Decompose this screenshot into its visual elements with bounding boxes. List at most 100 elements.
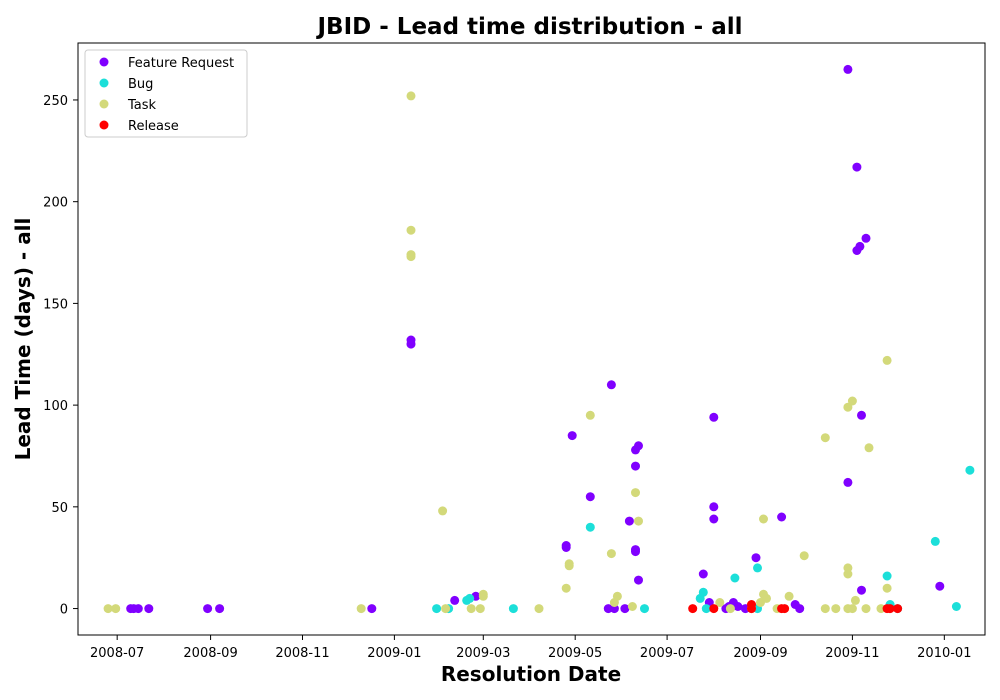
point-release-7 xyxy=(885,604,895,614)
point-bug-16 xyxy=(930,536,940,546)
x-tick-label: 2009-11 xyxy=(825,646,879,661)
point-task-23 xyxy=(634,516,643,526)
point-task-30 xyxy=(762,593,771,603)
point-task-33 xyxy=(799,551,809,561)
point-feature-request-3 xyxy=(144,604,154,614)
y-axis-title: Lead Time (days) - all xyxy=(11,218,35,461)
point-bug-18 xyxy=(965,465,975,475)
point-task-17 xyxy=(585,410,595,420)
point-task-3 xyxy=(406,91,416,101)
point-task-44 xyxy=(861,604,871,614)
legend-marker-bug xyxy=(99,78,109,88)
point-task-45 xyxy=(864,443,874,453)
x-tick-label: 2009-03 xyxy=(456,646,510,661)
legend-label-task: Task xyxy=(127,98,157,113)
x-tick-label: 2008-11 xyxy=(275,646,329,661)
legend-marker-task xyxy=(99,99,109,109)
point-release-0 xyxy=(688,604,698,614)
y-tick-label: 200 xyxy=(43,196,68,211)
point-feature-request-2 xyxy=(133,604,143,614)
point-task-41 xyxy=(847,396,857,406)
chart-title: JBID - Lead time distribution - all xyxy=(316,14,743,40)
point-task-12 xyxy=(478,591,488,601)
y-tick-label: 0 xyxy=(60,603,68,618)
point-bug-9 xyxy=(701,604,711,614)
point-feature-request-21 xyxy=(631,461,640,471)
point-release-5 xyxy=(780,604,790,614)
point-task-13 xyxy=(534,604,544,614)
legend-label-release: Release xyxy=(128,119,179,134)
point-feature-request-26 xyxy=(698,569,708,579)
point-task-8 xyxy=(441,604,451,614)
x-tick-label: 2009-01 xyxy=(367,646,421,661)
y-axis: 0 50 100 150 200 250 xyxy=(43,94,78,618)
x-axis-title: Resolution Date xyxy=(441,662,621,686)
legend-box xyxy=(84,49,248,138)
point-task-2 xyxy=(356,604,366,614)
point-feature-request-30 xyxy=(709,514,719,524)
legend: Feature Request Bug Task Release xyxy=(84,49,248,138)
point-task-39 xyxy=(843,569,853,579)
point-feature-request-24 xyxy=(634,441,643,451)
point-task-20 xyxy=(612,591,622,601)
point-task-10 xyxy=(475,604,485,614)
point-task-34 xyxy=(820,433,830,443)
point-task-48 xyxy=(882,355,892,365)
x-tick-label: 2009-09 xyxy=(733,646,787,661)
point-feature-request-29 xyxy=(709,502,719,512)
x-axis: 2008-07 2008-09 2008-11 2009-01 2009-03 2009-… xyxy=(90,635,971,661)
point-task-43 xyxy=(850,595,860,605)
point-feature-request-9 xyxy=(450,595,460,605)
y-tick-label: 50 xyxy=(51,501,68,516)
point-bug-11 xyxy=(753,563,762,573)
point-task-21 xyxy=(627,602,637,611)
point-feature-request-37 xyxy=(777,512,787,522)
point-feature-request-14 xyxy=(585,492,595,502)
legend-marker-feature-request xyxy=(99,57,109,67)
point-bug-10 xyxy=(730,573,740,583)
point-feature-request-13 xyxy=(567,431,577,441)
point-task-4 xyxy=(406,225,416,235)
point-bug-3 xyxy=(465,593,475,603)
point-release-1 xyxy=(709,604,719,614)
point-bug-17 xyxy=(951,602,961,611)
x-tick-label: 2009-07 xyxy=(640,646,694,661)
point-feature-request-34 xyxy=(733,602,743,611)
y-tick-label: 100 xyxy=(43,399,68,414)
point-feature-request-41 xyxy=(843,477,853,487)
point-feature-request-44 xyxy=(855,241,865,251)
point-task-22 xyxy=(631,488,640,498)
legend-label-bug: Bug xyxy=(128,77,153,92)
legend-label-feature-request: Feature Request xyxy=(128,56,234,71)
point-task-25 xyxy=(725,604,735,614)
point-feature-request-4 xyxy=(203,604,213,614)
point-feature-request-23 xyxy=(631,547,640,557)
point-task-35 xyxy=(820,604,830,614)
points-layer xyxy=(103,64,975,614)
point-feature-request-28 xyxy=(709,412,719,422)
y-tick-label: 150 xyxy=(43,297,68,312)
point-task-29 xyxy=(759,514,768,524)
point-task-18 xyxy=(606,549,616,559)
point-feature-request-36 xyxy=(751,553,761,563)
point-task-1 xyxy=(111,604,121,614)
point-bug-8 xyxy=(698,587,708,597)
point-feature-request-40 xyxy=(843,64,853,74)
point-feature-request-42 xyxy=(852,162,862,172)
point-feature-request-18 xyxy=(620,604,630,614)
point-task-7 xyxy=(438,506,448,516)
plot-frame xyxy=(77,42,986,636)
point-bug-4 xyxy=(508,604,518,614)
point-feature-request-12 xyxy=(561,543,571,552)
point-task-47 xyxy=(882,583,892,593)
point-feature-request-48 xyxy=(935,581,945,591)
point-feature-request-19 xyxy=(624,516,634,526)
legend-marker-release xyxy=(99,120,109,130)
x-tick-label: 2008-07 xyxy=(90,646,144,661)
point-feature-request-39 xyxy=(795,604,805,614)
point-task-24 xyxy=(715,598,725,607)
point-bug-5 xyxy=(585,522,595,532)
point-bug-13 xyxy=(882,571,892,581)
point-task-32 xyxy=(784,591,794,601)
